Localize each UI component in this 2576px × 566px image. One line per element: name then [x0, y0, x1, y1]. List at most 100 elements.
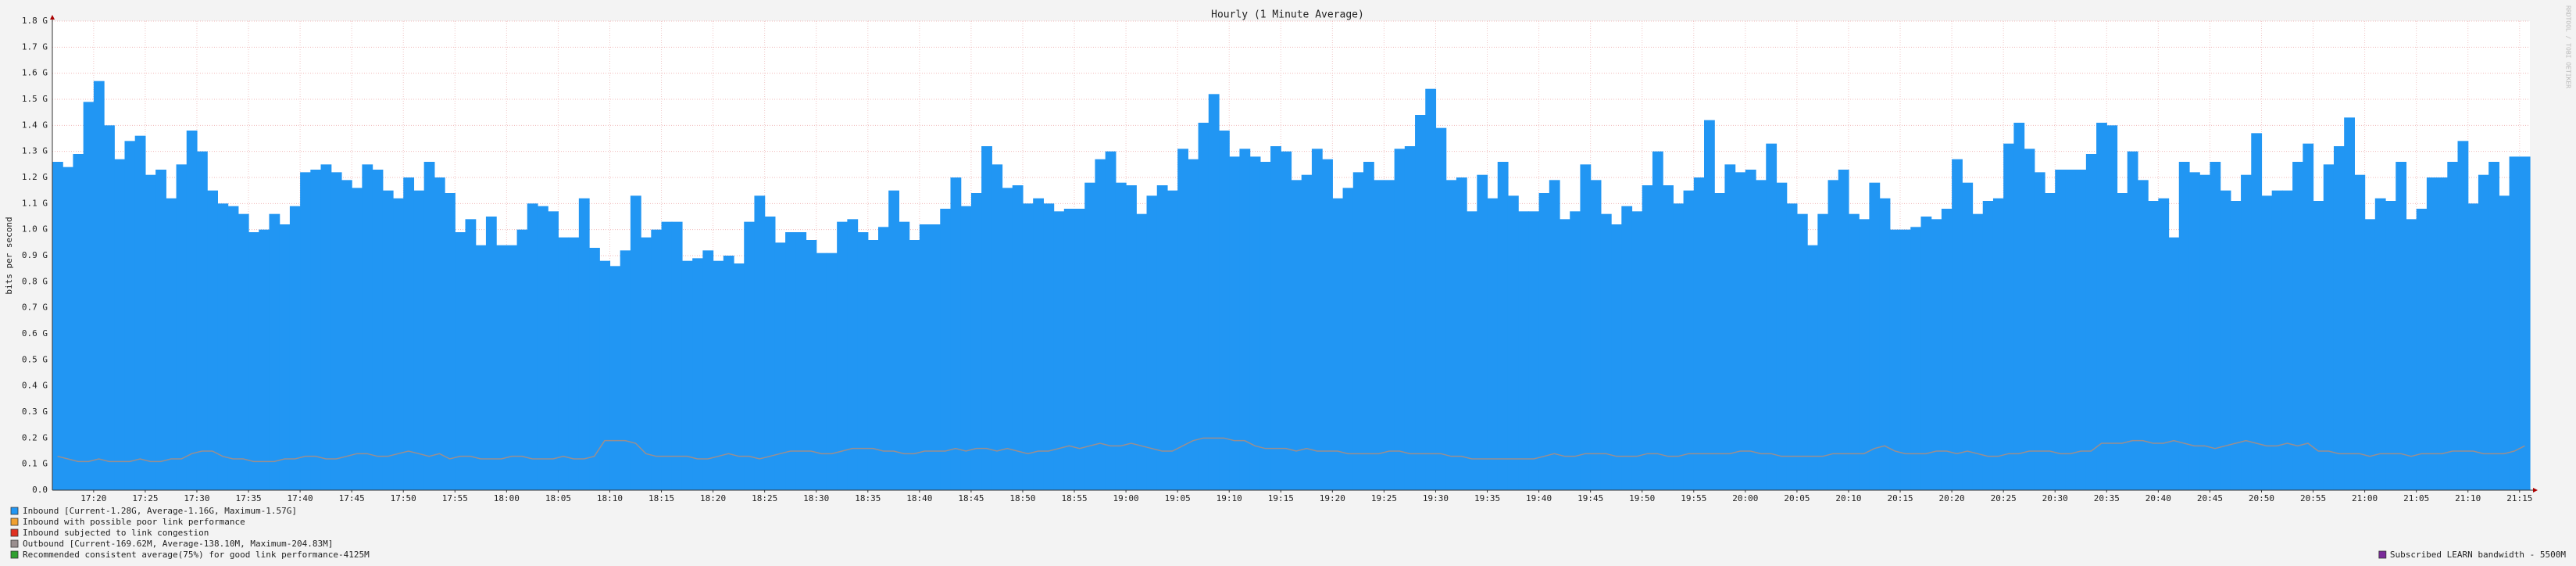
step-bar: [145, 174, 156, 490]
step-bar: [764, 217, 776, 490]
step-bar: [362, 164, 373, 491]
step-bar: [1776, 182, 1788, 490]
step-bar: [393, 198, 404, 490]
y-tick-label: 0.3 G: [22, 407, 48, 417]
step-bar: [960, 206, 972, 490]
step-bar: [2519, 156, 2531, 491]
x-tick-label: 17:55: [442, 493, 468, 503]
step-bar: [548, 211, 559, 490]
legend-swatch: [10, 528, 19, 537]
x-tick-label: 17:50: [391, 493, 416, 503]
step-bar: [1342, 188, 1354, 491]
legend-swatch: [10, 539, 19, 548]
step-bar: [259, 229, 270, 490]
x-tick-label: 17:35: [235, 493, 261, 503]
step-bar: [176, 164, 188, 491]
step-bar: [73, 154, 84, 490]
step-bar: [1714, 193, 1726, 490]
step-bar: [2323, 164, 2335, 491]
step-bar: [1352, 172, 1364, 491]
step-bar: [1807, 245, 1818, 490]
step-bar: [2354, 174, 2366, 490]
step-bar: [806, 240, 817, 490]
step-bar: [723, 256, 734, 490]
step-bar: [981, 146, 992, 490]
step-bar: [196, 151, 208, 490]
step-bar: [2478, 174, 2489, 490]
step-bar: [1518, 211, 1529, 490]
step-bar: [83, 102, 95, 491]
y-tick-label: 1.6 G: [22, 68, 48, 78]
y-tick-label: 0.5 G: [22, 354, 48, 364]
step-bar: [1663, 185, 1674, 490]
step-bar: [1766, 143, 1777, 490]
step-bar: [2499, 195, 2510, 491]
step-bar: [1570, 211, 1581, 490]
step-bar: [2467, 203, 2479, 490]
step-bar: [485, 217, 497, 490]
step-bar: [888, 190, 900, 490]
step-bar: [826, 253, 838, 490]
step-bar: [423, 162, 435, 490]
step-bar: [2117, 193, 2128, 490]
step-bar: [1507, 195, 1519, 491]
step-bar: [795, 232, 807, 490]
step-bar: [867, 240, 879, 490]
x-tick-label: 20:35: [2094, 493, 2120, 503]
step-bar: [455, 232, 466, 490]
legend-swatch: [10, 550, 19, 559]
step-bar: [2364, 219, 2376, 490]
step-bar: [2106, 125, 2118, 491]
step-bar: [2065, 170, 2077, 490]
step-bar: [2261, 195, 2273, 491]
step-bar: [227, 206, 239, 490]
step-bar: [2281, 190, 2293, 490]
step-bar: [434, 177, 445, 490]
step-bar: [970, 193, 982, 490]
step-bar: [1146, 195, 1158, 491]
step-bar: [1611, 224, 1622, 490]
step-bar: [1992, 198, 2004, 490]
step-bar: [568, 237, 580, 490]
step-bar: [847, 219, 859, 490]
legend-label: Inbound subjected to link congestion: [23, 528, 209, 538]
step-bar: [1219, 131, 1230, 490]
x-tick-label: 20:40: [2145, 493, 2171, 503]
y-tick-label: 1.0 G: [22, 224, 48, 235]
step-bar: [1074, 209, 1085, 490]
step-bar: [1156, 185, 1168, 490]
legend-label: Inbound with possible poor link performa…: [23, 517, 245, 527]
x-tick-label: 19:10: [1217, 493, 1242, 503]
step-bar: [1600, 213, 1612, 490]
step-bar: [2488, 162, 2499, 490]
step-bar: [1838, 170, 1849, 490]
step-bar: [1642, 185, 1653, 490]
step-bar: [1848, 213, 1860, 490]
y-tick-label: 0.8 G: [22, 276, 48, 286]
legend-swatch: [2378, 550, 2387, 559]
step-bar: [1404, 146, 1416, 490]
y-tick-label: 1.2 G: [22, 172, 48, 182]
step-bar: [372, 170, 384, 490]
step-bar: [1136, 213, 1148, 490]
step-bar: [2168, 237, 2180, 490]
step-bar: [1012, 185, 1024, 490]
step-bar: [2241, 174, 2252, 490]
step-bar: [2096, 123, 2107, 490]
step-bar: [2437, 177, 2448, 490]
step-bar: [2013, 123, 2025, 490]
step-bar: [1560, 219, 1570, 490]
step-bar: [1477, 174, 1488, 490]
step-bar: [2271, 190, 2283, 490]
step-bar: [2230, 201, 2242, 490]
step-bar: [1982, 201, 1994, 490]
step-bar: [63, 167, 74, 490]
step-bar: [2385, 201, 2396, 490]
step-bar: [1683, 190, 1695, 490]
step-bar: [2509, 156, 2521, 491]
step-bar: [1249, 156, 1261, 491]
y-tick-label: 0.0: [32, 485, 48, 495]
step-bar: [651, 229, 663, 490]
step-bar: [692, 258, 703, 490]
